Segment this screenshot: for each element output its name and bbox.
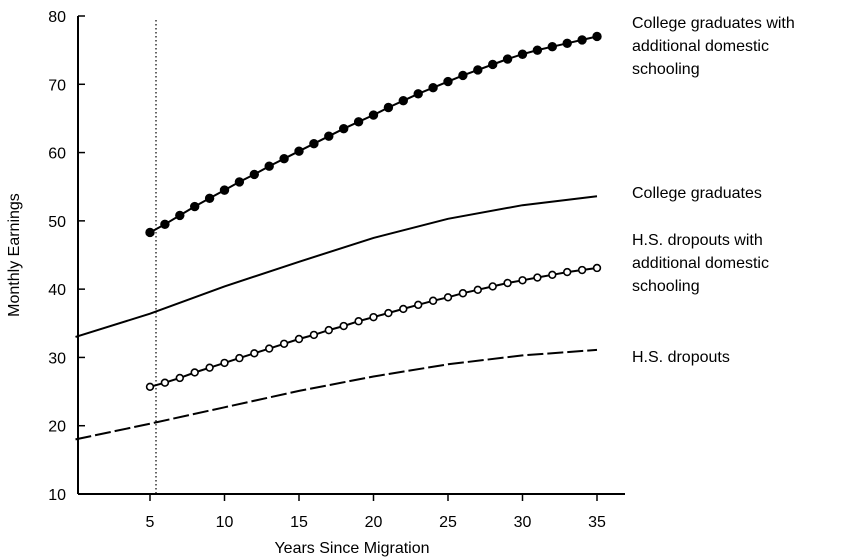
series-label-2: College graduates (632, 185, 762, 202)
x-tick-label: 10 (216, 514, 234, 531)
data-point-series-1 (562, 38, 572, 49)
data-point-series-1 (324, 131, 334, 141)
x-tick-label: 35 (588, 514, 606, 531)
y-tick-label: 10 (48, 487, 66, 504)
y-axis-title: Monthly Earnings (6, 193, 23, 317)
data-point-series-3 (384, 308, 393, 318)
data-point-series-1 (279, 154, 289, 164)
x-tick-label: 15 (290, 514, 308, 531)
data-point-series-3 (190, 368, 199, 377)
data-point-series-1 (160, 219, 170, 229)
data-point-series-3 (369, 312, 378, 322)
data-point-series-3 (488, 282, 497, 291)
data-point-series-3 (235, 353, 244, 363)
data-point-series-3 (205, 363, 214, 372)
data-point-series-1 (249, 169, 260, 180)
x-tick-label: 5 (146, 514, 155, 531)
data-point-series-1 (428, 83, 438, 93)
x-axis-title: Years Since Migration (274, 540, 429, 557)
data-point-series-1 (488, 59, 498, 70)
data-point-series-1 (309, 138, 319, 149)
y-tick-label: 50 (48, 214, 66, 231)
data-point-series-3 (414, 300, 423, 310)
series-line-3 (149, 267, 598, 388)
data-point-series-3 (443, 293, 453, 302)
data-point-series-3 (458, 289, 468, 298)
series-label-1: schooling (632, 61, 700, 78)
y-tick-label: 70 (48, 77, 66, 94)
data-point-series-3 (250, 349, 259, 358)
data-point-series-3 (324, 325, 333, 335)
data-point-series-1 (383, 102, 394, 113)
data-point-series-3 (265, 344, 274, 353)
data-point-series-1 (190, 201, 200, 212)
data-point-series-3 (503, 278, 512, 288)
data-point-series-1 (592, 31, 602, 42)
series-label-3: H.S. dropouts with (632, 232, 763, 249)
data-point-series-1 (398, 95, 408, 106)
series-label-4: H.S. dropouts (632, 349, 730, 366)
data-point-series-1 (294, 146, 304, 156)
data-point-series-1 (219, 185, 230, 195)
data-point-series-3 (577, 265, 587, 275)
series-line-1 (149, 35, 598, 234)
series-label-3: schooling (632, 278, 700, 295)
data-point-series-1 (234, 177, 245, 187)
data-point-series-1 (547, 42, 557, 52)
series-layer (75, 31, 602, 441)
data-point-series-1 (577, 35, 587, 45)
data-point-series-1 (517, 49, 528, 59)
series-labels: College graduates with additional domesti… (632, 15, 795, 366)
data-point-series-3 (309, 330, 319, 340)
data-point-series-3 (220, 358, 229, 368)
series-label-1: additional domestic (632, 38, 769, 55)
data-point-series-3 (518, 276, 527, 285)
data-point-series-3 (175, 373, 185, 383)
data-point-series-1 (532, 45, 543, 55)
x-tick-label: 30 (514, 514, 532, 531)
axes (77, 16, 625, 495)
data-point-series-1 (264, 161, 274, 171)
data-point-series-1 (145, 227, 155, 238)
x-tick-label: 20 (365, 514, 383, 531)
data-point-series-1 (339, 123, 349, 134)
data-point-series-3 (145, 382, 155, 391)
data-point-series-1 (175, 210, 185, 221)
series-label-1: College graduates with (632, 15, 795, 32)
data-point-series-3 (354, 317, 363, 326)
data-point-series-3 (279, 339, 289, 348)
data-point-series-1 (413, 89, 423, 99)
data-point-series-1 (443, 76, 453, 87)
data-point-series-3 (160, 378, 170, 387)
series-label-3: additional domestic (632, 255, 769, 272)
data-point-series-1 (502, 54, 513, 64)
data-point-series-3 (592, 263, 602, 273)
data-point-series-3 (533, 273, 542, 282)
x-tick-label: 25 (439, 514, 457, 531)
y-tick-label: 80 (48, 9, 66, 26)
data-point-series-1 (368, 110, 379, 120)
data-point-series-3 (339, 321, 348, 331)
data-point-series-3 (548, 270, 557, 280)
data-point-series-3 (473, 285, 482, 295)
data-point-series-3 (399, 304, 408, 314)
data-point-series-3 (294, 334, 304, 344)
data-point-series-1 (458, 70, 468, 81)
y-tick-label: 30 (48, 350, 66, 367)
y-tick-label: 20 (48, 419, 66, 436)
data-point-series-3 (562, 267, 572, 277)
data-point-series-1 (204, 193, 215, 204)
series-line-4 (75, 348, 598, 441)
axis-ticks: 10 20 30 40 50 60 70 80 5 10 15 20 25 30 35 (48, 9, 606, 531)
data-point-series-1 (473, 65, 483, 75)
data-point-series-3 (428, 296, 438, 305)
data-point-series-1 (353, 117, 364, 127)
y-tick-label: 60 (48, 146, 66, 163)
series-line-2 (75, 195, 598, 338)
y-tick-label: 40 (48, 282, 66, 299)
